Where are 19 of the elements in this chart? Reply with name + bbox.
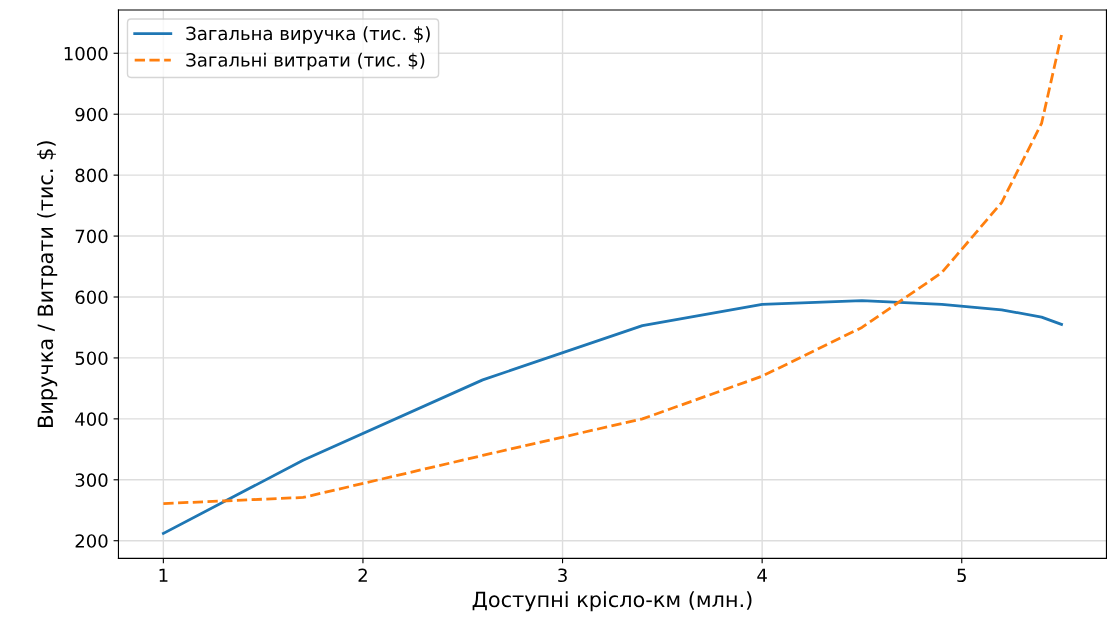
y-tick-label: 500 [75,351,108,366]
y-tick-label: 300 [75,473,108,487]
x-axis-title: Доступні крісло-км (млн.) [472,591,752,612]
y-tick-label: 200 [75,534,108,548]
y-tick-label: 400 [75,412,108,426]
y-tick-label: 900 [75,107,108,122]
y-tick-label: 600 [75,290,108,305]
legend-label: Загальні витрати (тис. $) [186,52,425,71]
y-tick-label: 700 [75,229,108,244]
line-series [161,299,1063,535]
x-tick-label: 3 [558,568,567,583]
y-tick-label: 1000 [64,46,108,61]
legend-label: Загальна виручка (тис. $) [186,26,430,44]
x-tick-label: 2 [358,568,367,582]
x-tick-label: 4 [757,568,767,582]
y-tick-label: 800 [75,168,108,183]
y-axis-title: Виручка / Витрати (тис. $) [37,141,58,427]
x-tick-label: 1 [159,568,168,582]
x-tick-label: 5 [957,568,966,583]
